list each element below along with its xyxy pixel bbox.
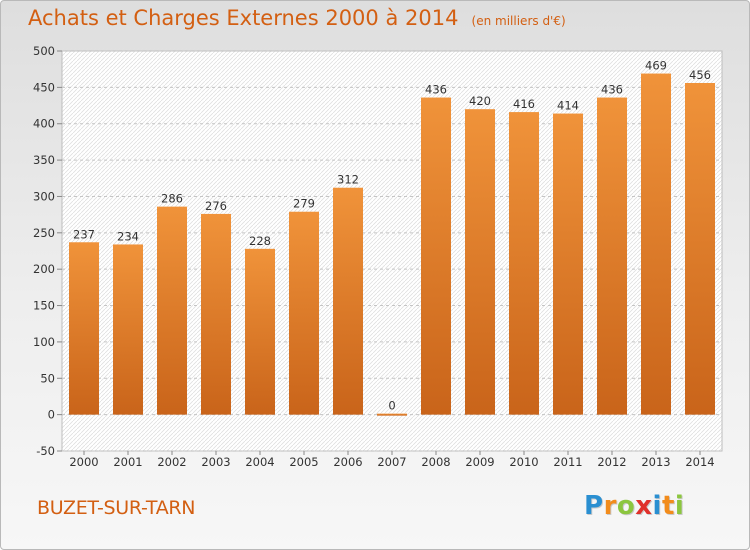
bar-2007 (377, 413, 407, 416)
value-label: 436 (601, 83, 623, 97)
value-label: 276 (205, 199, 227, 213)
y-tick-label: 450 (33, 80, 55, 94)
y-tick-label: 150 (33, 299, 55, 313)
proxiti-logo[interactable]: Proxiti (584, 491, 684, 521)
y-tick-label: 0 (48, 408, 55, 422)
x-tick-label: 2003 (201, 455, 230, 469)
bar-2006 (333, 187, 363, 415)
logo-letter: i (674, 491, 685, 521)
y-tick-label: 300 (33, 189, 55, 203)
x-tick-label: 2005 (289, 455, 318, 469)
value-label: 279 (293, 197, 315, 211)
x-tick-label: 2001 (113, 455, 142, 469)
value-label: 0 (388, 399, 395, 413)
y-tick-label: 400 (33, 117, 55, 131)
bar-2001 (113, 244, 143, 415)
x-tick-label: 2013 (641, 455, 670, 469)
logo-letter: P (584, 491, 604, 521)
x-tick-label: 2007 (377, 455, 406, 469)
bar-2005 (289, 211, 319, 415)
bar-2014 (685, 83, 715, 415)
bars (69, 73, 715, 416)
bar-2008 (421, 97, 451, 415)
bar-2003 (201, 213, 231, 415)
x-tick-label: 2002 (157, 455, 186, 469)
logo-letter: r (603, 491, 617, 521)
value-label: 456 (689, 68, 711, 82)
value-label: 286 (161, 192, 183, 206)
x-tick-label: 2014 (685, 455, 714, 469)
x-tick-label: 2009 (465, 455, 494, 469)
x-tick-label: 2011 (553, 455, 582, 469)
value-label: 228 (249, 234, 271, 248)
x-tick-label: 2010 (509, 455, 538, 469)
value-label: 414 (557, 99, 579, 113)
data-labels: 237 234 286 276 228 279 312 0 436 420 416 414 436 469… (73, 59, 711, 413)
x-tick-label: 2004 (245, 455, 274, 469)
value-label: 420 (469, 94, 491, 108)
bar-2000 (69, 242, 99, 415)
chart-subtitle: (en milliers d'€) (471, 14, 566, 28)
bar-2010 (509, 112, 539, 415)
y-tick-label: 200 (33, 262, 55, 276)
bar-2004 (245, 248, 275, 415)
place-name: BUZET-SUR-TARN (37, 497, 196, 519)
bar-2009 (465, 109, 495, 415)
logo-letter: o (616, 491, 636, 521)
x-tick-label: 2006 (333, 455, 362, 469)
y-tick-label: 250 (33, 226, 55, 240)
y-tick-label: 100 (33, 335, 55, 349)
value-label: 416 (513, 97, 535, 111)
bar-2013 (641, 73, 671, 415)
y-tick-label: 50 (40, 371, 55, 385)
bar-2011 (553, 113, 583, 415)
value-label: 469 (645, 59, 667, 73)
y-tick-label: -50 (36, 444, 55, 458)
y-axis: -50 0 50 100 150 200 250 300 350 400 450 500 (33, 44, 62, 458)
logo-letter: t (661, 491, 675, 521)
y-tick-label: 350 (33, 153, 55, 167)
value-label: 436 (425, 83, 447, 97)
value-label: 237 (73, 227, 95, 241)
value-label: 234 (117, 229, 139, 243)
logo-letter: i (652, 491, 662, 521)
chart-title: Achats et Charges Externes 2000 à 2014 (28, 6, 459, 30)
bar-2012 (597, 97, 627, 415)
value-label: 312 (337, 173, 359, 187)
title-row: Achats et Charges Externes 2000 à 2014 (… (28, 6, 566, 30)
x-tick-label: 2008 (421, 455, 450, 469)
bar-2002 (157, 206, 187, 415)
y-tick-label: 500 (33, 44, 55, 58)
x-tick-label: 2000 (69, 455, 98, 469)
logo-letter: x (635, 491, 653, 521)
x-axis: 2000 2001 2002 2003 2004 2005 2006 2007 2008 2009… (69, 451, 715, 469)
x-tick-label: 2012 (597, 455, 626, 469)
